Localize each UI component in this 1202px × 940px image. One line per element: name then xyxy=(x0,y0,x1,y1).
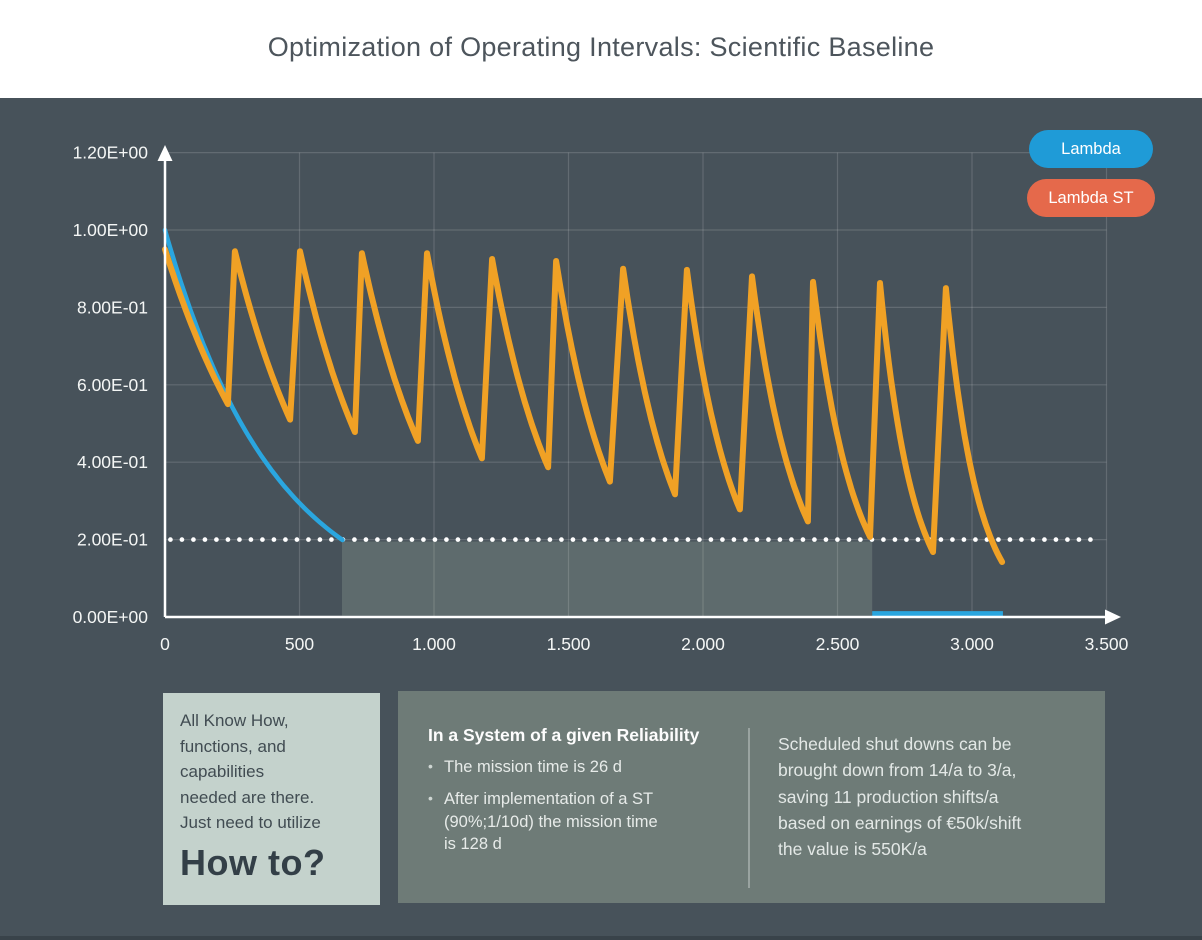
x-axis-arrow xyxy=(1105,609,1121,625)
lambda-series xyxy=(162,227,345,543)
knowhow-box: All Know How, functions, and capabilitie… xyxy=(163,693,380,905)
svg-text:4.00E-01: 4.00E-01 xyxy=(77,452,148,472)
reliability-col-left: In a System of a given Reliability • The… xyxy=(428,725,728,865)
svg-text:6.00E-01: 6.00E-01 xyxy=(77,375,148,395)
page-title: Optimization of Operating Intervals: Sci… xyxy=(267,32,935,62)
chart-legend: Lambda Lambda ST xyxy=(1027,130,1159,228)
lambda-st-series xyxy=(162,246,1006,565)
bullet-icon: • xyxy=(428,758,433,774)
reliability-heading: In a System of a given Reliability xyxy=(428,725,700,745)
reliability-col-right: Scheduled shut downs can be brought down… xyxy=(778,734,1022,859)
svg-text:1.000: 1.000 xyxy=(412,634,456,654)
svg-text:3.000: 3.000 xyxy=(950,634,994,654)
column-divider xyxy=(748,728,750,888)
svg-text:500: 500 xyxy=(285,634,314,654)
svg-text:2.000: 2.000 xyxy=(681,634,725,654)
y-axis-arrow xyxy=(157,145,173,161)
legend-lambda-st[interactable]: Lambda ST xyxy=(1027,179,1155,217)
svg-text:0.00E+00: 0.00E+00 xyxy=(73,607,149,627)
legend-lambda-label: Lambda xyxy=(1061,139,1121,158)
knowhow-text: All Know How, functions, and capabilitie… xyxy=(180,711,321,832)
svg-text:2.00E-01: 2.00E-01 xyxy=(77,530,148,550)
legend-lambda-st-label: Lambda ST xyxy=(1048,188,1134,207)
bullet-text: The mission time is 26 d xyxy=(444,758,622,776)
svg-text:1.00E+00: 1.00E+00 xyxy=(73,220,149,240)
svg-text:1.500: 1.500 xyxy=(547,634,591,654)
list-item: • The mission time is 26 d xyxy=(428,756,728,779)
axes xyxy=(163,158,1110,619)
bullet-icon: • xyxy=(428,789,433,806)
y-axis-labels: 0.00E+00 2.00E-01 4.00E-01 6.00E-01 8.00E-01… xyxy=(73,143,149,627)
svg-text:0: 0 xyxy=(160,634,170,654)
knowhow-cta: How to? xyxy=(180,841,326,883)
shaded-region xyxy=(342,541,873,616)
svg-text:2.500: 2.500 xyxy=(816,634,860,654)
x-axis-labels: 0 500 1.000 1.500 2.000 2.500 3.000 3.500 xyxy=(160,634,1129,654)
legend-lambda[interactable]: Lambda xyxy=(1029,130,1153,168)
svg-text:1.20E+00: 1.20E+00 xyxy=(73,143,149,163)
svg-text:3.500: 3.500 xyxy=(1085,634,1129,654)
bottom-edge xyxy=(0,936,1202,940)
reliability-chart: 0.00E+00 2.00E-01 4.00E-01 6.00E-01 8.00E-01… xyxy=(73,143,1129,654)
reliability-box: In a System of a given Reliability • The… xyxy=(398,691,1105,903)
svg-text:8.00E-01: 8.00E-01 xyxy=(77,297,148,317)
bullet-text: After implementation of a ST (90%;1/10d)… xyxy=(444,789,658,854)
list-item: • After implementation of a ST (90%;1/10… xyxy=(428,788,728,856)
